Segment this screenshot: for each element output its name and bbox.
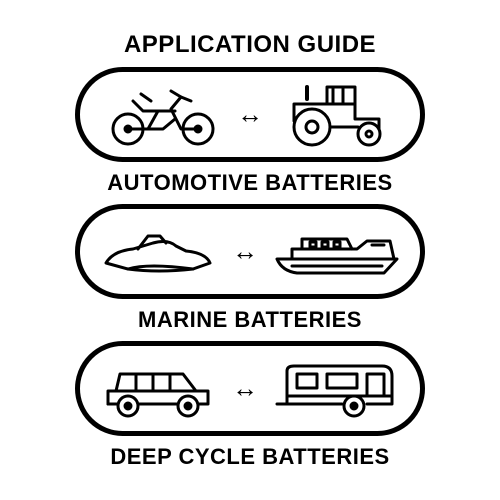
section-label-automotive: AUTOMOTIVE BATTERIES: [107, 170, 392, 196]
jetski-icon: [98, 209, 218, 294]
double-arrow-icon: ↔: [232, 238, 258, 264]
category-pill-deepcycle: ↔: [75, 341, 425, 436]
section-label-deepcycle: DEEP CYCLE BATTERIES: [110, 444, 389, 470]
tractor-icon: [277, 72, 397, 157]
category-pill-marine: ↔: [75, 204, 425, 299]
page-title: APPLICATION GUIDE: [124, 31, 376, 59]
suv-icon: [98, 346, 218, 431]
section-label-marine: MARINE BATTERIES: [138, 307, 362, 333]
category-pill-automotive: ↔: [75, 67, 425, 162]
motorcycle-icon: [103, 72, 223, 157]
caravan-icon: [272, 346, 402, 431]
yacht-icon: [272, 209, 402, 294]
double-arrow-icon: ↔: [237, 101, 263, 127]
double-arrow-icon: ↔: [232, 375, 258, 401]
